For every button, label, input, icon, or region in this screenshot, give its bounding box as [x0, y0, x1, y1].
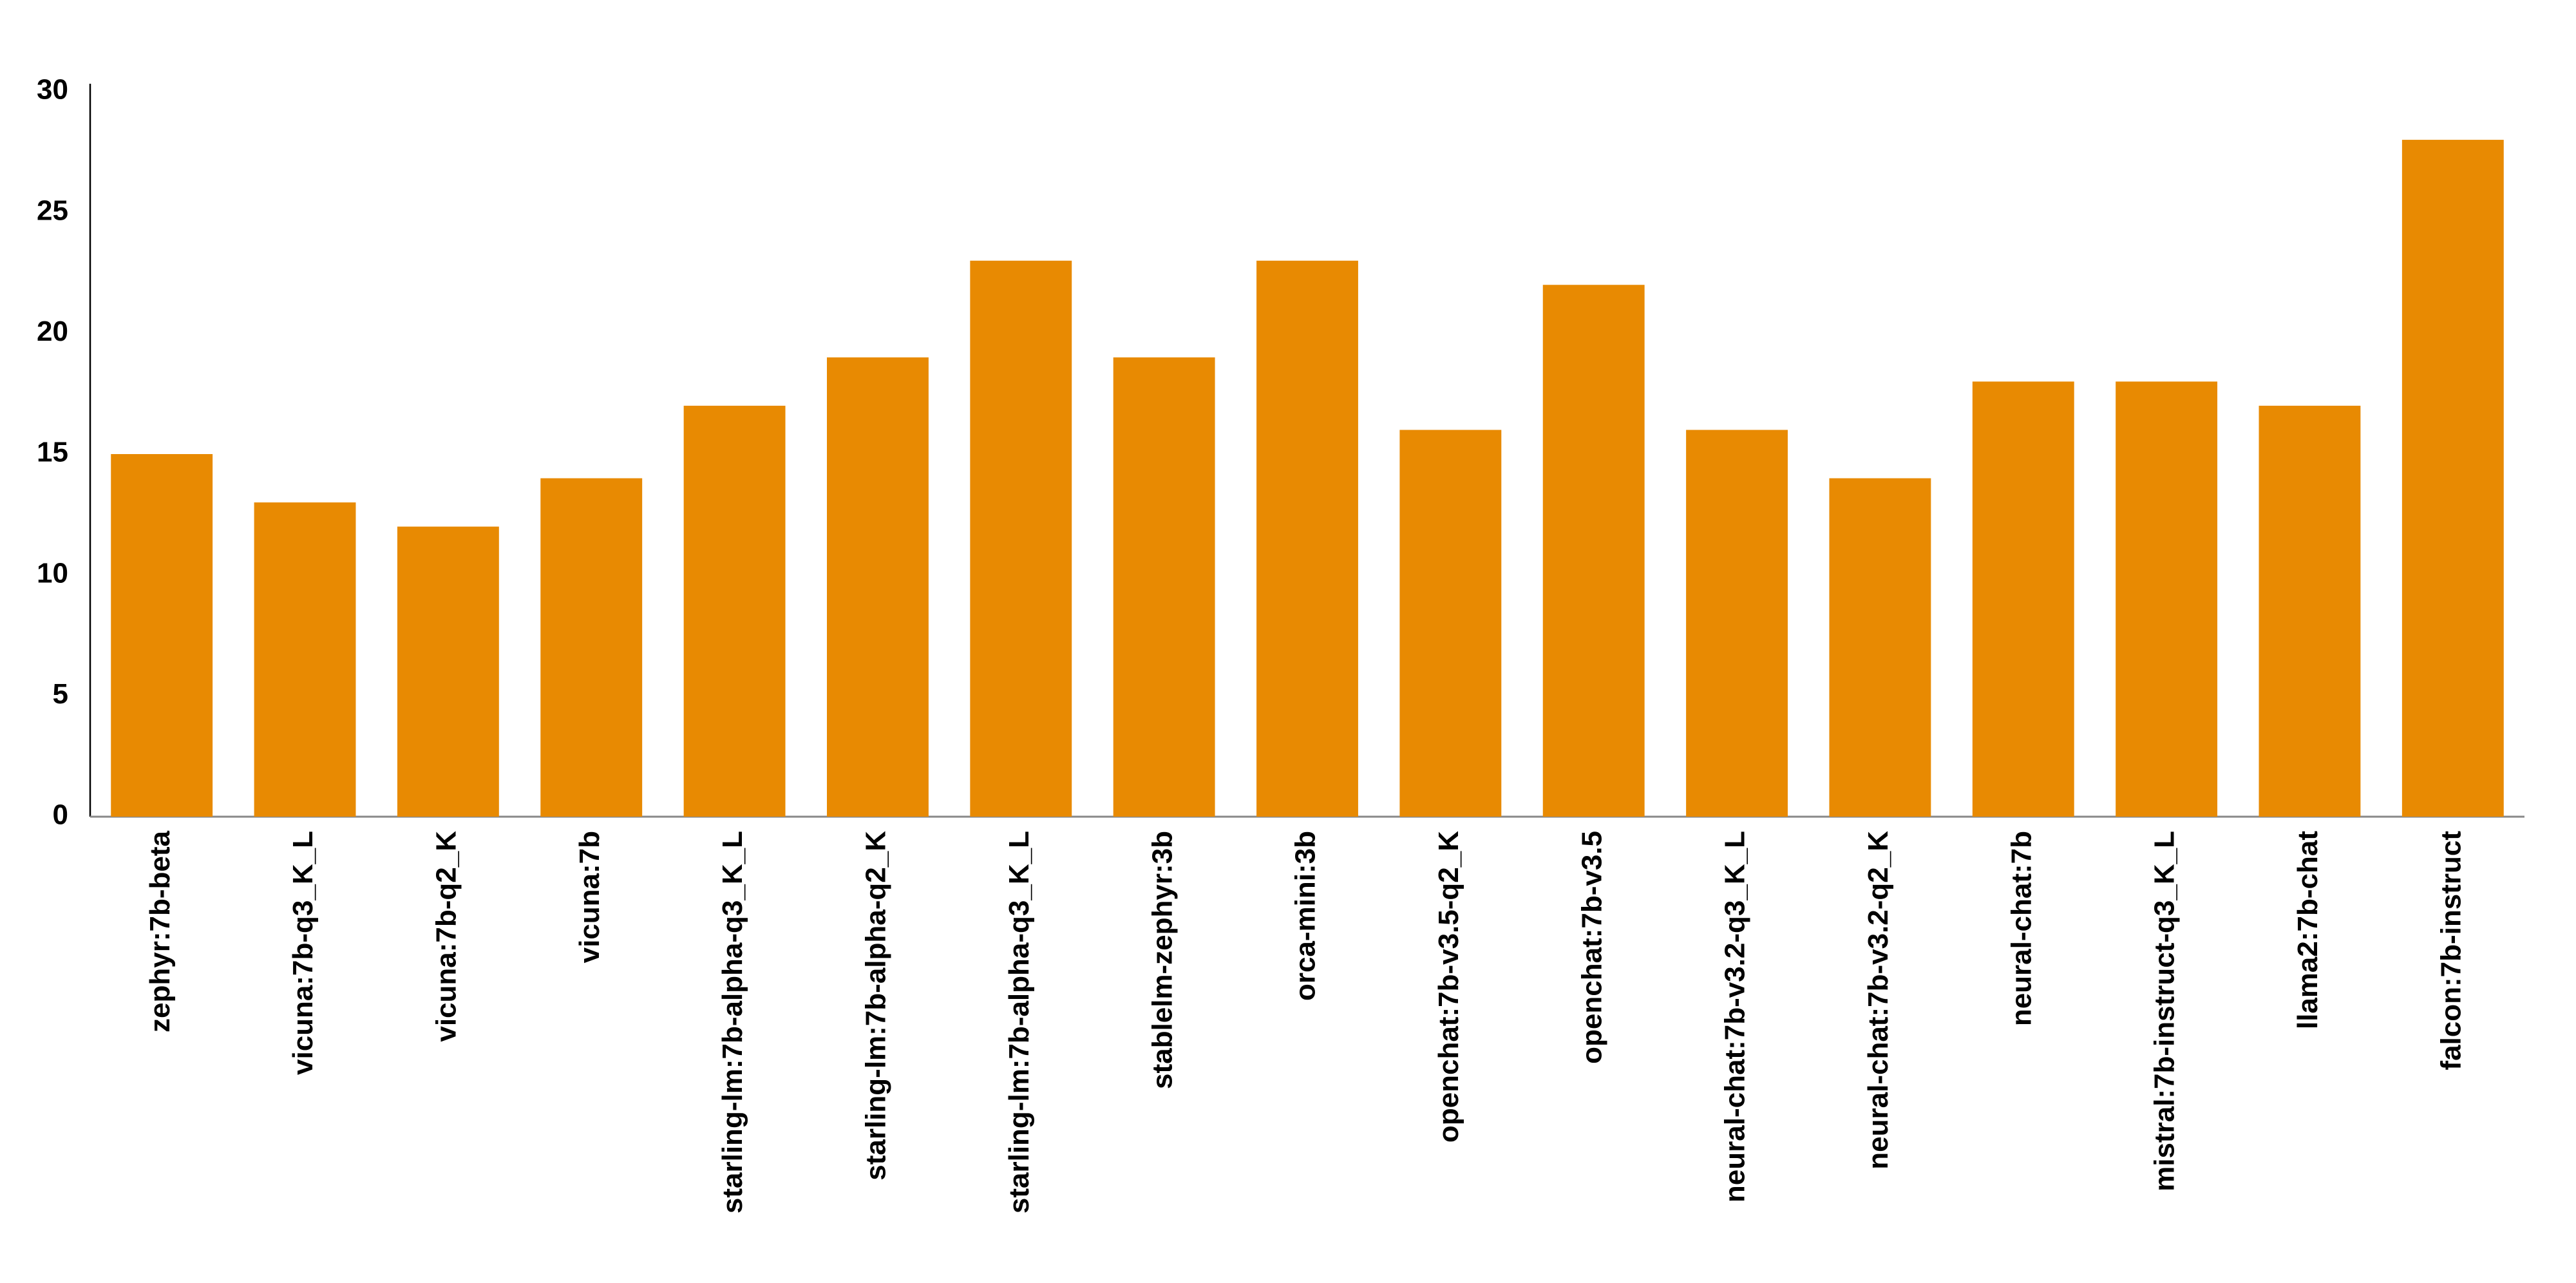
y-tick-label: 0: [53, 799, 68, 831]
bar: [1829, 478, 1931, 817]
bar: [540, 478, 643, 817]
y-tick-label: 15: [37, 437, 68, 468]
y-tick-label: 30: [37, 74, 68, 106]
x-tick-label: starling-lm:7b-alpha-q2_K: [860, 831, 892, 1181]
bar: [1113, 357, 1215, 817]
x-tick-label: vicuna:7b-q2_K: [431, 831, 462, 1042]
bar: [827, 357, 929, 817]
x-tick-label: openchat:7b-v3.5-q2_K: [1433, 831, 1464, 1143]
bar: [683, 405, 786, 817]
bar: [1542, 285, 1645, 817]
x-tick-label: vicuna:7b-q3_K_L: [287, 831, 319, 1075]
x-tick-label: openchat:7b-v3.5: [1576, 831, 1607, 1064]
y-tick-label: 5: [53, 678, 68, 710]
x-tick-label: neural-chat:7b-v3.2-q2_K: [1862, 831, 1894, 1170]
bar: [970, 260, 1072, 817]
x-tick-label: llama2:7b-chat: [2292, 831, 2324, 1029]
y-tick-label: 10: [37, 557, 68, 589]
x-tick-label: falcon:7b-instruct: [2435, 831, 2467, 1070]
x-tick-label: orca-mini:3b: [1290, 831, 1321, 1001]
x-tick-label: mistral:7b-instruct-q3_K_L: [2149, 831, 2181, 1192]
bar: [1686, 430, 1788, 817]
bar: [2401, 140, 2504, 817]
x-tick-label: starling-lm:7b-alpha-q3_K_L: [1003, 831, 1035, 1213]
bar: [2116, 381, 2218, 817]
x-tick-label: zephyr:7b-beta: [144, 830, 176, 1032]
bar: [397, 526, 499, 817]
x-tick-label: starling-lm:7b-alpha-q3_K_L: [717, 831, 748, 1213]
y-tick-label: 20: [37, 316, 68, 347]
x-tick-label: neural-chat:7b: [2005, 831, 2037, 1026]
bar: [1399, 430, 1502, 817]
x-tick-label: neural-chat:7b-v3.2-q3_K_L: [1719, 831, 1751, 1202]
bar: [2259, 405, 2361, 817]
y-tick-label: 25: [37, 195, 68, 226]
x-tick-label: vicuna:7b: [574, 831, 605, 963]
bar: [1256, 260, 1358, 817]
bar: [1972, 381, 2074, 817]
x-tick-label: stablelm-zephyr:3b: [1146, 831, 1178, 1089]
bar: [254, 502, 356, 817]
bar: [111, 454, 213, 817]
